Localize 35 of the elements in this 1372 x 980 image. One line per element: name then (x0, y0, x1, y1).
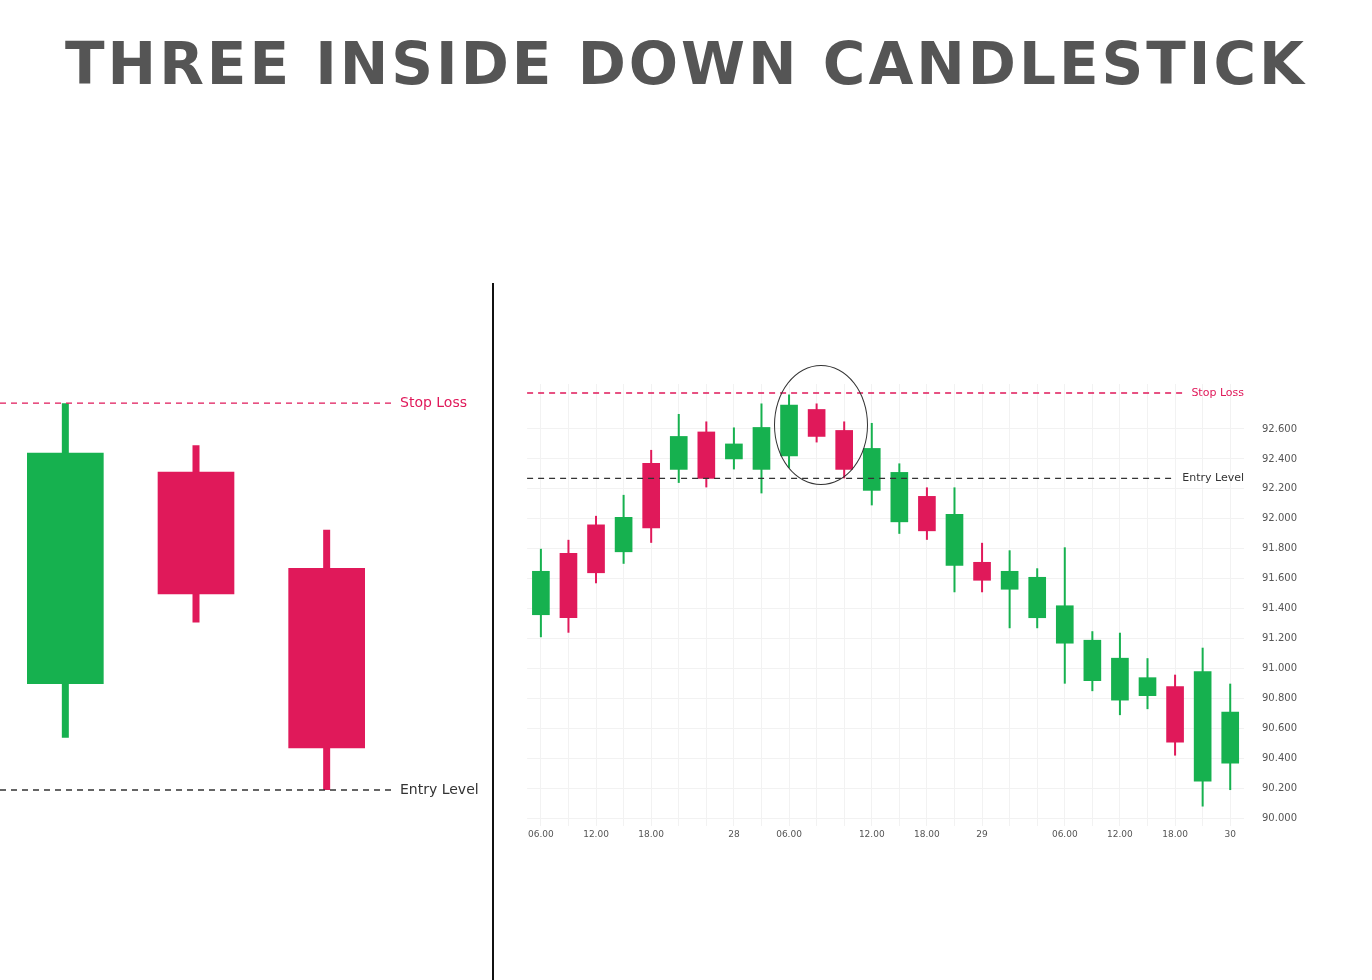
x-tick-label: 06.00 (776, 828, 803, 839)
y-tick-label: 92.200 (1262, 482, 1298, 494)
y-tick-label: 90.000 (1262, 812, 1298, 824)
y-tick-label: 91.800 (1262, 542, 1298, 554)
ref-line-label: Stop Loss (1191, 385, 1245, 399)
y-tick-label: 91.600 (1262, 572, 1298, 584)
x-tick-label: 12.00 (858, 828, 885, 839)
ref-line-label: Stop Loss (400, 393, 467, 410)
x-tick-label: 12.00 (583, 828, 610, 839)
candlestick (973, 541, 991, 594)
y-tick-label: 91.400 (1262, 602, 1298, 614)
y-tick-label: 91.000 (1262, 662, 1298, 674)
x-tick-label: 18.00 (1162, 828, 1189, 839)
x-tick-label: 06.00 (528, 828, 555, 839)
y-tick-label: 90.800 (1262, 692, 1298, 704)
ref-line-label: Entry Level (1182, 471, 1245, 485)
y-tick-label: 91.200 (1262, 632, 1298, 644)
candlestick (1138, 657, 1157, 711)
x-tick-label: 30 (1224, 828, 1237, 839)
candlestick (725, 426, 743, 471)
y-tick-label: 92.000 (1262, 512, 1298, 524)
candlestick (1000, 549, 1019, 630)
y-tick-label: 90.200 (1262, 782, 1298, 794)
y-tick-label: 90.400 (1262, 752, 1298, 764)
y-tick-label: 92.600 (1262, 422, 1298, 434)
x-tick-label: 29 (976, 828, 989, 839)
y-tick-label: 92.400 (1262, 452, 1298, 464)
ref-line-label: Entry Level (400, 780, 479, 797)
text: THREE INSIDE DOWN CANDLESTICK (64, 30, 1308, 98)
x-tick-label: 28 (728, 828, 740, 839)
x-tick-label: 18.00 (638, 828, 665, 839)
x-tick-label: 12.00 (1107, 828, 1134, 839)
y-tick-label: 90.600 (1262, 722, 1298, 734)
x-tick-label: 18.00 (914, 828, 941, 839)
x-tick-label: 06.00 (1051, 828, 1078, 839)
